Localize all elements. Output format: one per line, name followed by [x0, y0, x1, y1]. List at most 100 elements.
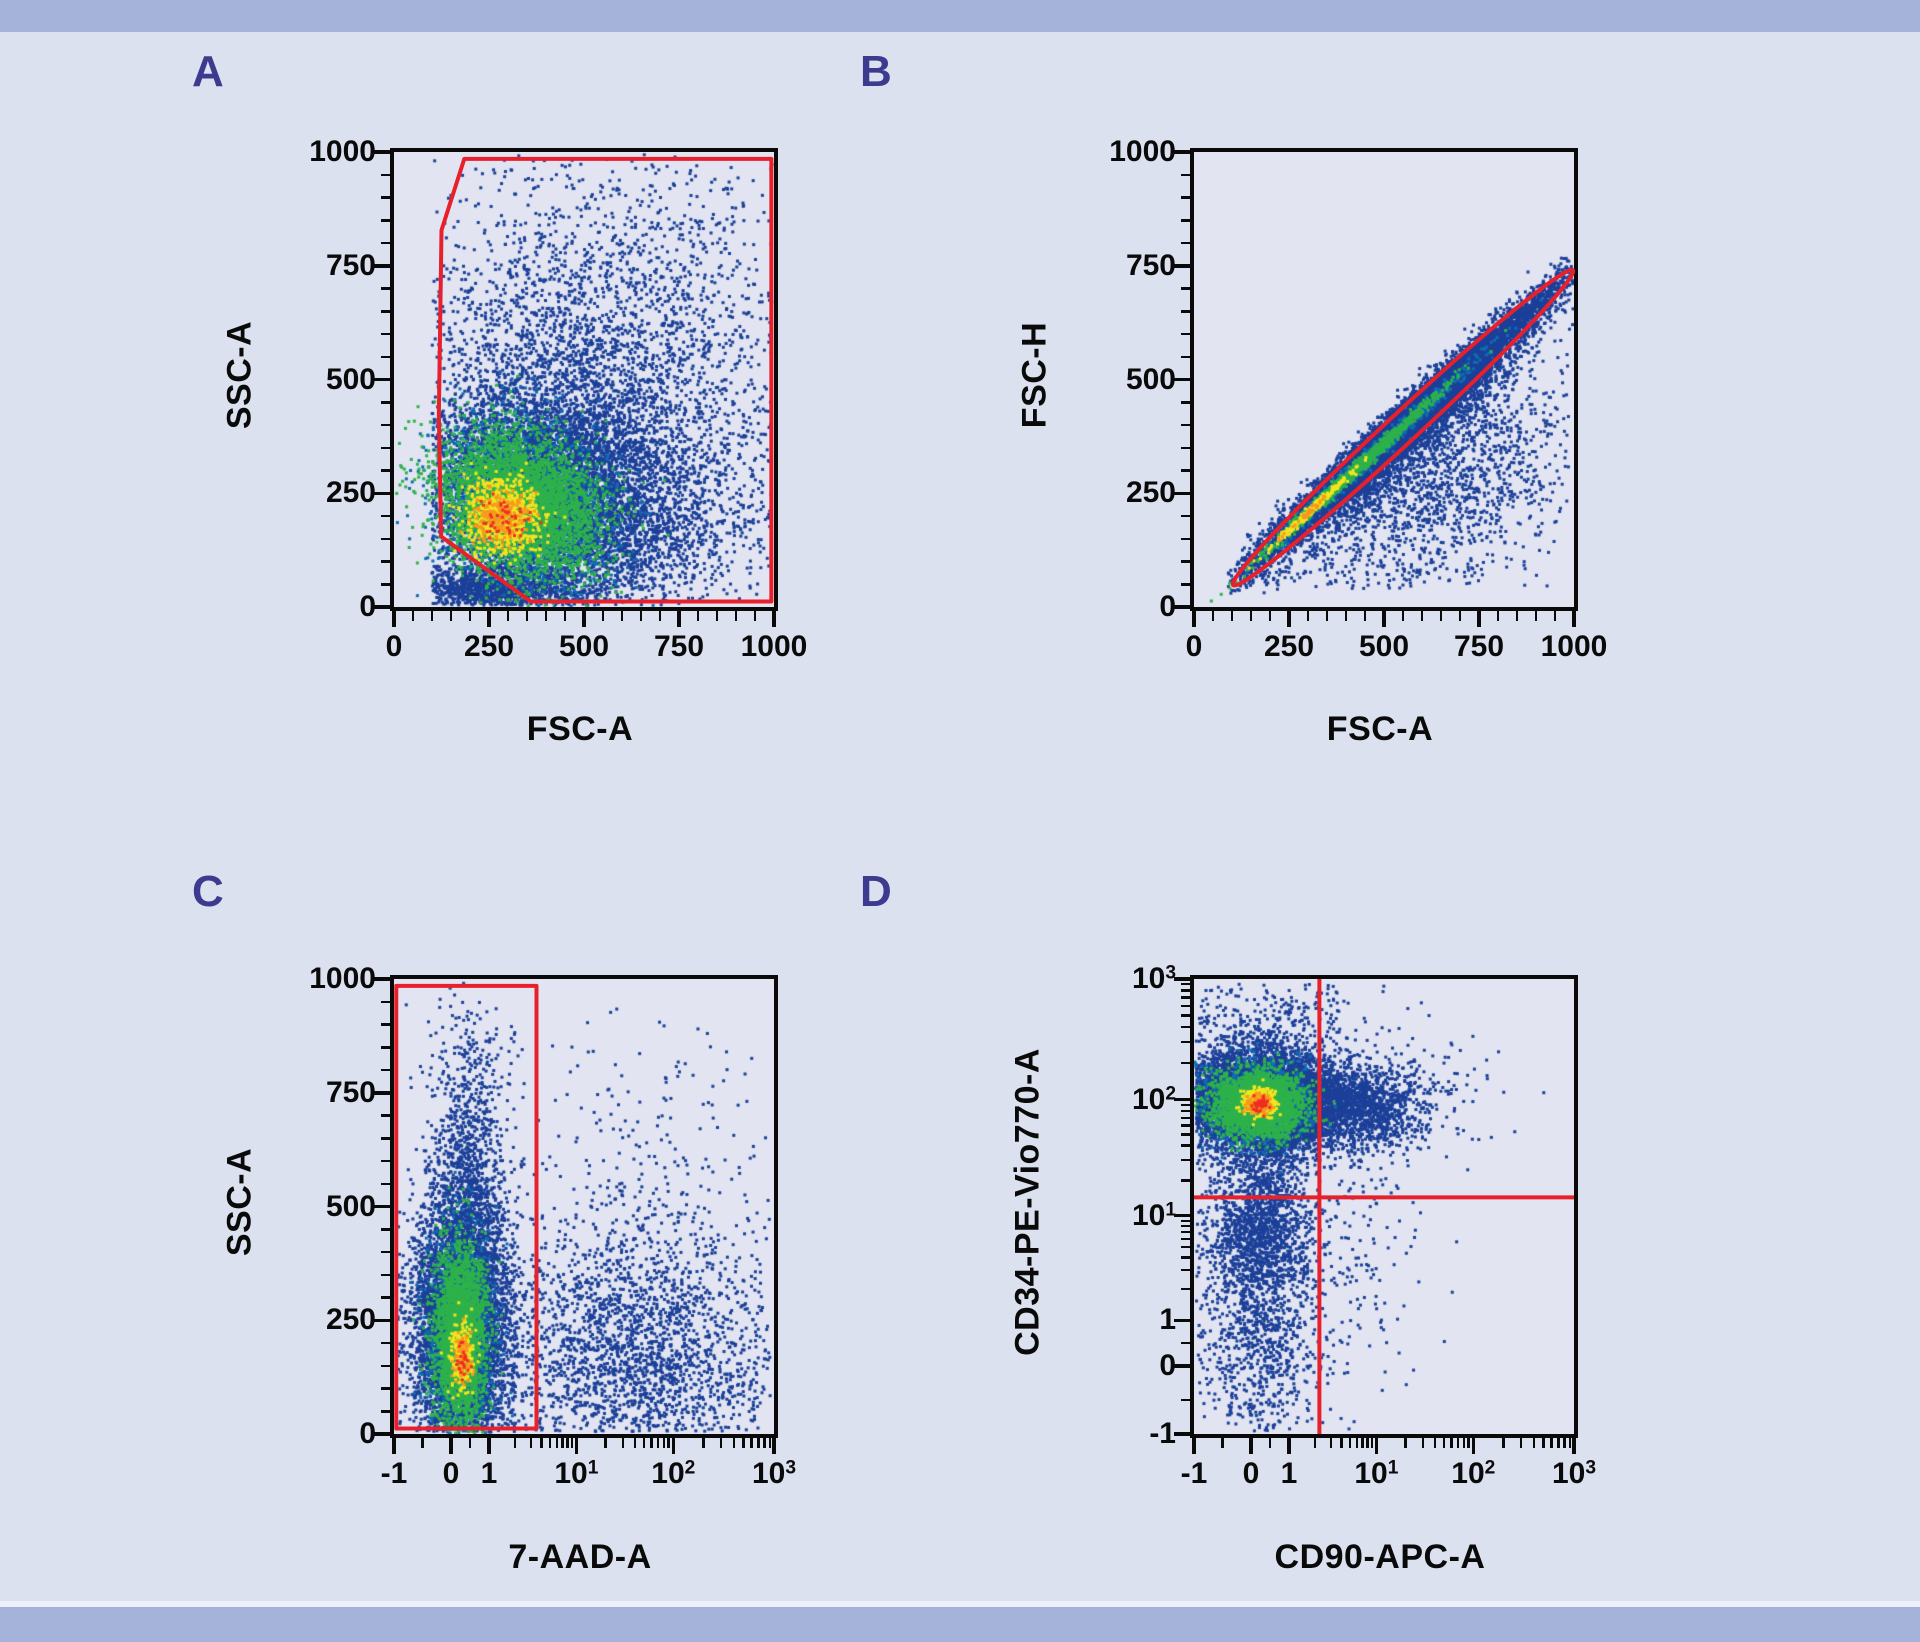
tick-mark	[1174, 977, 1190, 981]
tick-mark	[1420, 611, 1424, 621]
tick-mark	[374, 1318, 390, 1322]
tick-label: 0	[1159, 590, 1176, 623]
tick-mark	[702, 1438, 705, 1448]
tick-mark	[380, 287, 390, 290]
tick-label: 0	[359, 1417, 376, 1450]
tick-mark	[411, 611, 415, 621]
tick-mark	[757, 1438, 760, 1448]
tick-mark	[1174, 1432, 1190, 1436]
panel-d-x-axis-label: CD90-APC-A	[1274, 1538, 1486, 1576]
panel-b-y-tick-labels: 1000 750 500 250 0	[1046, 136, 1176, 623]
tick-mark	[582, 611, 586, 627]
tick-mark	[1268, 1438, 1272, 1448]
tick-mark	[1221, 1438, 1224, 1448]
tick-mark	[753, 611, 757, 621]
tick-label: 500	[325, 1189, 376, 1223]
tick-label: -1	[380, 1457, 408, 1490]
tick-mark	[656, 1438, 660, 1448]
tick-label: 750	[653, 630, 705, 663]
tick-mark	[1180, 996, 1190, 999]
tick-mark	[1174, 1318, 1190, 1322]
tick-mark	[1174, 1213, 1190, 1218]
tick-label: 1000	[1540, 630, 1608, 663]
panel-b-letter: B	[860, 47, 892, 96]
panel-a-y-ticks	[372, 148, 390, 611]
tick-label: 103	[751, 1457, 797, 1490]
panel-c-x-axis-label: 7-AAD-A	[508, 1538, 652, 1576]
tick-label: 500	[325, 362, 376, 396]
tick-mark	[380, 1068, 390, 1072]
panel-b-y-ticks	[1172, 148, 1190, 611]
tick-mark	[374, 977, 390, 981]
tick-mark	[772, 1438, 776, 1454]
tick-label: 250	[1125, 476, 1176, 510]
tick-mark	[380, 401, 390, 404]
tick-mark	[1180, 1224, 1190, 1228]
tick-mark	[1180, 446, 1190, 449]
tick-mark	[1180, 1061, 1190, 1065]
tick-mark	[570, 1438, 574, 1448]
tick-mark	[1325, 611, 1329, 621]
tick-mark	[1180, 537, 1190, 540]
tick-mark	[1174, 605, 1190, 609]
tick-mark	[1249, 611, 1253, 621]
tick-mark	[1532, 1438, 1536, 1448]
tick-mark	[380, 1387, 390, 1390]
tick-label: 102	[1131, 1082, 1176, 1116]
tick-mark	[1180, 1014, 1190, 1017]
tick-mark	[392, 611, 396, 627]
tick-mark	[1180, 1268, 1190, 1272]
tick-mark	[696, 611, 700, 621]
tick-mark	[1329, 1438, 1333, 1448]
tick-mark	[1442, 1438, 1446, 1448]
tick-mark	[380, 537, 390, 540]
tick-mark	[719, 1438, 723, 1448]
tick-mark	[1174, 150, 1190, 154]
panel-c-density-canvas	[394, 979, 774, 1434]
tick-label: 750	[1125, 248, 1176, 282]
tick-mark	[1180, 1124, 1190, 1127]
tick-mark	[1230, 611, 1234, 621]
tick-label: 103	[1551, 1457, 1597, 1490]
tick-mark	[1180, 219, 1190, 222]
tick-mark	[548, 1438, 552, 1448]
tick-label: 250	[463, 630, 515, 663]
tick-mark	[620, 611, 624, 621]
tick-mark	[1374, 1438, 1379, 1454]
panel-b-x-axis-label: FSC-A	[1326, 710, 1434, 748]
tick-mark	[1421, 1438, 1424, 1448]
tick-mark	[1462, 1438, 1466, 1448]
tick-mark	[1439, 611, 1443, 621]
panel-b-density-canvas	[1194, 152, 1574, 607]
panel-a-x-ticks	[390, 611, 778, 629]
panel-d-y-tick-labels: 103 102 101 1 0 -1	[1046, 963, 1176, 1450]
tick-mark	[1249, 1438, 1253, 1454]
tick-mark	[1355, 1438, 1359, 1448]
tick-mark	[525, 611, 529, 621]
tick-mark	[1180, 1103, 1190, 1107]
tick-label: 250	[325, 476, 376, 510]
tick-mark	[529, 1438, 533, 1448]
tick-label: 1000	[309, 962, 376, 995]
tick-mark	[374, 264, 390, 268]
tick-mark	[1180, 514, 1190, 518]
tick-mark	[1370, 1438, 1374, 1448]
tick-mark	[1477, 611, 1481, 627]
tick-mark	[1192, 1438, 1196, 1454]
tick-mark	[487, 1438, 491, 1454]
tick-label: 103	[1131, 962, 1176, 995]
tick-mark	[392, 1438, 396, 1454]
tick-label: 500	[1125, 362, 1176, 396]
tick-mark	[734, 611, 738, 621]
tick-mark	[1313, 1438, 1317, 1448]
tick-mark	[1174, 377, 1190, 382]
tick-mark	[1180, 1341, 1190, 1345]
tick-mark	[380, 310, 390, 313]
tick-mark	[563, 611, 567, 621]
tick-mark	[1363, 611, 1367, 621]
tick-mark	[380, 241, 390, 245]
tick-mark	[1467, 1438, 1470, 1448]
tick-mark	[677, 611, 681, 627]
panel-c-letter: C	[192, 867, 224, 916]
tick-label: 1000	[1109, 135, 1176, 168]
